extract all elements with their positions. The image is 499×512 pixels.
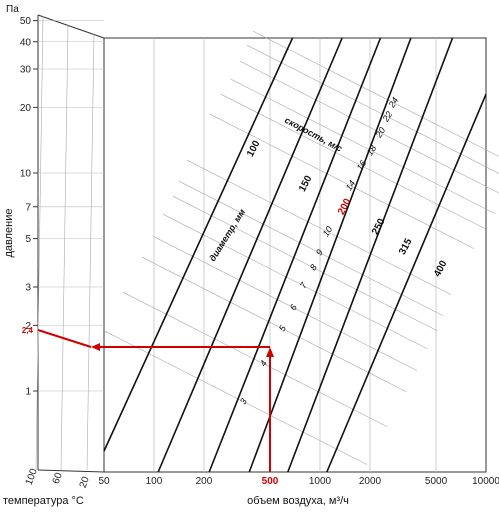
velocity-line (186, 159, 452, 295)
velocity-label: 9 (314, 248, 325, 258)
y-tick-label: 20 (20, 103, 32, 114)
velocity-label: 5 (277, 323, 289, 333)
velocity-label: 6 (288, 303, 299, 313)
diameter-label: 100 (245, 138, 263, 158)
velocity-line (172, 195, 438, 331)
diameter-label: 150 (297, 173, 315, 193)
velocity-label: 10 (321, 225, 335, 239)
velocity-line (230, 78, 496, 214)
velocity-line (162, 213, 428, 349)
velocity-label: 24 (386, 96, 400, 111)
x-axis-label: объем воздуха, м³/ч (247, 495, 349, 507)
main-plot-frame (103, 37, 487, 473)
x-tick-label: 100 (146, 476, 163, 487)
y-tick-label: 30 (20, 64, 32, 75)
temperature-tick-label: 20 (78, 475, 92, 490)
pressure-unit-label: Па (6, 4, 19, 15)
velocity-label: 8 (308, 263, 319, 273)
temperature-grid (35, 15, 95, 471)
diameter-series-label: диаметр, мм (207, 207, 247, 263)
diameter-line (103, 37, 294, 452)
diameter-line (157, 37, 343, 473)
example-vertical-arrowhead (266, 347, 275, 357)
x-tick-label: 500 (262, 476, 279, 487)
velocity-series-label: скорость, м/с (283, 115, 344, 154)
velocity-label: 3 (238, 397, 249, 407)
temp-panel-top-edge (37, 14, 105, 39)
temperature-grid-line (60, 24, 69, 471)
velocity-line (252, 30, 499, 157)
y-tick-label: 1 (25, 387, 31, 398)
diameter-line (208, 37, 382, 473)
diameter-label: 315 (397, 236, 415, 256)
diameter-line (287, 37, 454, 473)
diameter-line (326, 93, 487, 473)
velocity-line (246, 44, 499, 174)
velocity-line (239, 60, 499, 194)
example-pressure-label: 2,4 (22, 326, 34, 335)
y-tick-label: 10 (20, 169, 32, 180)
tick-labels: 2001005040302010753215010020050010002000… (20, 16, 499, 490)
velocity-label: 7 (298, 280, 310, 290)
y-tick-label: 40 (20, 37, 32, 48)
velocity-line (178, 180, 444, 316)
velocity-line (220, 93, 486, 229)
example-temperature-line (37, 329, 92, 348)
x-tick-label: 5000 (425, 476, 448, 487)
velocity-label: 4 (258, 359, 269, 369)
worked-example: 2,4 (22, 326, 275, 472)
x-tick-label: 1000 (309, 476, 332, 487)
y-tick-label: 5 (25, 234, 31, 245)
diameter-label: 400 (432, 258, 450, 278)
y-tick-label: 2 (25, 321, 31, 332)
temperature-tick-label: 60 (51, 471, 65, 486)
y-tick-label: 7 (25, 202, 31, 213)
temperature-grid-line (86, 33, 95, 471)
y-axis-label: давление (3, 208, 15, 257)
x-tick-label: 10000 (472, 476, 499, 487)
x-tick-label: 50 (98, 476, 110, 487)
x-tick-label: 200 (196, 476, 213, 487)
example-horizontal-arrowhead (91, 343, 100, 351)
y-tick-label: 50 (20, 16, 32, 27)
temperature-grid-line (35, 15, 44, 471)
temp-panel-bottom-edge (37, 469, 105, 473)
diameter-line (248, 37, 412, 473)
velocity-line (122, 291, 388, 427)
y-tick-label: 3 (25, 282, 31, 293)
velocity-line (141, 256, 407, 392)
velocity-line (102, 329, 368, 465)
temperature-axis-label: температура °C (3, 495, 84, 507)
velocity-line (152, 235, 418, 371)
x-tick-label: 2000 (359, 476, 382, 487)
